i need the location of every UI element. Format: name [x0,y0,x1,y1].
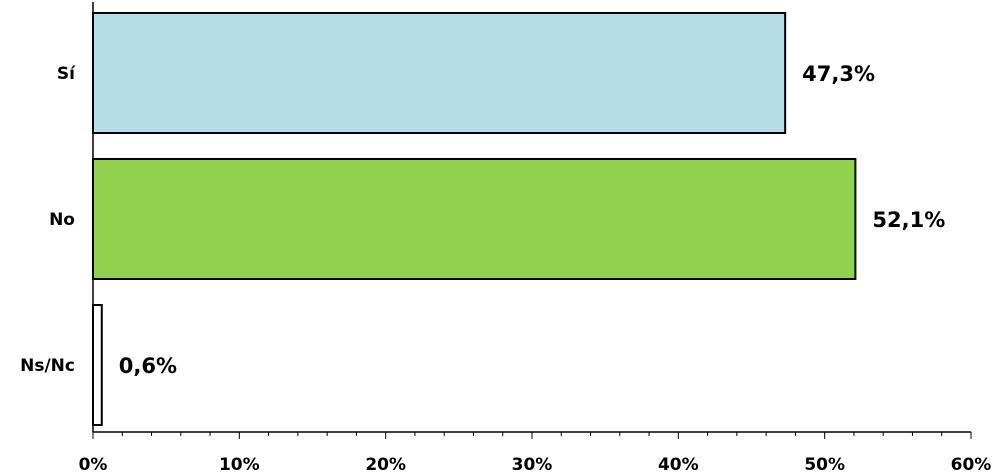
x-tick-label-1: 0% [79,455,108,472]
data-label-2: 52,1% [872,208,945,232]
data-label-3: 0,6% [119,354,177,378]
x-tick-label-7: 60% [951,455,992,472]
category-label-2: No [49,210,75,230]
x-tick-label-2: 10% [219,455,260,472]
bar-1 [92,12,787,134]
x-tick-label-4: 30% [512,455,553,472]
x-tick-label-6: 50% [804,455,845,472]
category-label-1: Sí [57,64,76,84]
x-tick-label-5: 40% [658,455,699,472]
bar-3 [92,304,103,426]
data-label-1: 47,3% [802,62,875,86]
x-tick-label-3: 20% [365,455,406,472]
category-label-3: Ns/Nc [20,356,75,376]
bar-2 [92,158,857,280]
